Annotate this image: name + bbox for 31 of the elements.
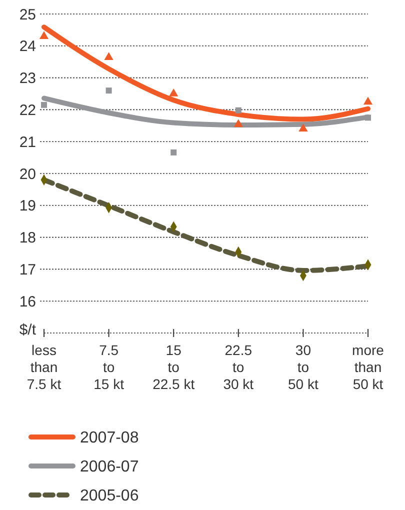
- point: [298, 124, 308, 132]
- y-tick-label: 24: [19, 38, 36, 56]
- y-tick-label: 17: [19, 261, 36, 278]
- x-tick-label: 22.5 to 30 kt: [223, 342, 254, 392]
- y-tick-label: 20: [19, 166, 36, 183]
- point: [169, 88, 178, 96]
- y-tick-label: 25: [19, 6, 36, 24]
- point: [170, 149, 177, 156]
- x-tick-label: more than 50 kt: [352, 342, 384, 392]
- point: [234, 119, 243, 128]
- y-tick-label: 19: [19, 198, 36, 215]
- legend-label: 2006-07: [80, 458, 139, 476]
- x-tick-label: 30 to 50 kt: [288, 342, 318, 392]
- point: [106, 88, 112, 94]
- y-axis-title: $/t: [19, 322, 37, 338]
- legend-label: 2007-08: [80, 430, 139, 447]
- point: [39, 31, 49, 39]
- y-tick-label: 18: [19, 230, 36, 247]
- point: [235, 107, 242, 114]
- point: [363, 96, 373, 105]
- y-tick-label: 22: [19, 102, 36, 119]
- y-tick-label: 21: [19, 134, 36, 151]
- y-tick-label: 23: [19, 70, 36, 88]
- y-tick-label: 16: [19, 293, 36, 310]
- point: [104, 52, 114, 60]
- point: [41, 102, 47, 108]
- x-tick-label: 7.5 to 15 kt: [94, 342, 124, 392]
- legend-label: 2005-06: [80, 488, 139, 505]
- x-tick-label: less than 7.5 kt: [26, 342, 62, 392]
- x-tick-label: 15 to 22.5 kt: [152, 342, 195, 392]
- point: [365, 114, 371, 121]
